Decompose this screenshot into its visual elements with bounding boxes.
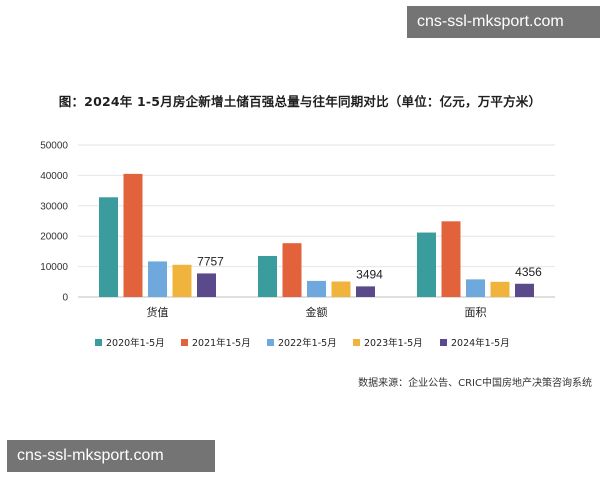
source-note: 数据来源：企业公告、CRIC中国房地产决策咨询系统 bbox=[358, 378, 592, 389]
data-label: 7757 bbox=[197, 254, 224, 268]
watermark-top: cns-ssl-mksport.com bbox=[407, 6, 600, 38]
y-tick-label: 50000 bbox=[40, 141, 68, 152]
legend-swatch bbox=[440, 339, 447, 346]
bar bbox=[417, 232, 436, 297]
watermark-bottom: cns-ssl-mksport.com bbox=[7, 440, 215, 472]
bar bbox=[515, 283, 534, 297]
bar bbox=[307, 280, 326, 297]
y-tick-label: 20000 bbox=[40, 232, 68, 243]
y-tick-label: 40000 bbox=[40, 171, 68, 182]
bar bbox=[172, 264, 192, 297]
bar bbox=[441, 221, 461, 297]
bar bbox=[282, 243, 302, 297]
bar bbox=[123, 173, 143, 297]
chart-title: 图：2024年 1-5月房企新增土储百强总量与往年同期对比（单位：亿元，万平方米… bbox=[58, 94, 542, 109]
y-tick-label: 30000 bbox=[40, 201, 68, 212]
legend-label: 2021年1-5月 bbox=[192, 337, 251, 349]
bar bbox=[148, 261, 167, 297]
legend-label: 2020年1-5月 bbox=[106, 337, 165, 349]
bar bbox=[99, 197, 118, 297]
data-label: 4356 bbox=[515, 265, 542, 279]
x-tick-label: 面积 bbox=[465, 306, 487, 319]
bar bbox=[356, 286, 375, 297]
y-tick-label: 0 bbox=[62, 293, 68, 304]
legend-swatch bbox=[267, 339, 274, 346]
bar bbox=[490, 281, 510, 297]
legend-label: 2023年1-5月 bbox=[364, 337, 423, 349]
legend-label: 2022年1-5月 bbox=[278, 337, 337, 349]
bar bbox=[466, 279, 485, 297]
legend-swatch bbox=[181, 339, 188, 346]
bar bbox=[197, 273, 216, 297]
legend-swatch bbox=[353, 339, 360, 346]
bar bbox=[258, 255, 277, 297]
legend-label: 2024年1-5月 bbox=[451, 337, 510, 349]
legend-swatch bbox=[95, 339, 102, 346]
data-label: 3494 bbox=[356, 267, 383, 281]
y-tick-label: 10000 bbox=[40, 262, 68, 273]
x-tick-label: 货值 bbox=[147, 305, 169, 319]
x-tick-label: 金额 bbox=[306, 305, 328, 319]
bar bbox=[331, 281, 351, 297]
